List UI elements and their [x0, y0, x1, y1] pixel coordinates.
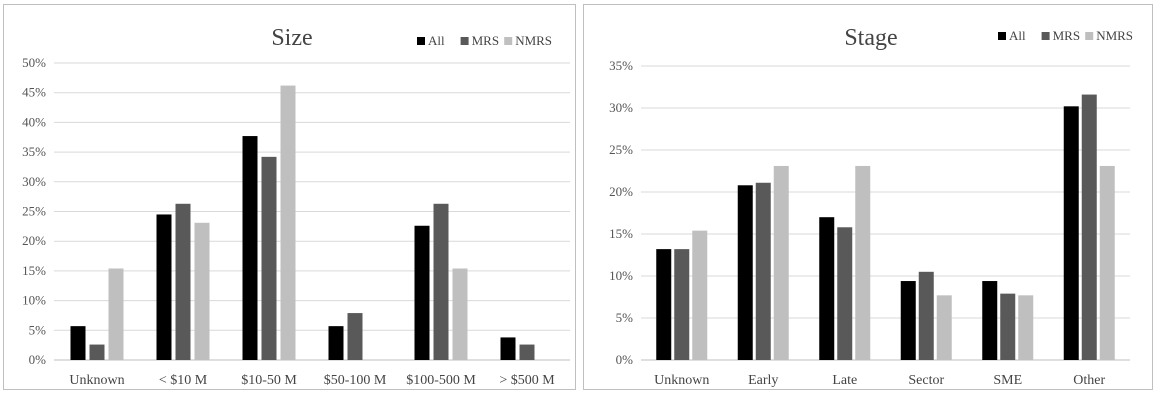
x-category-label: SME	[993, 373, 1022, 388]
y-tick-label: 0%	[616, 352, 634, 367]
x-category-label: Late	[832, 373, 857, 388]
y-tick-label: 45%	[22, 85, 46, 100]
legend-label-mrs: MRS	[1053, 28, 1080, 43]
x-category-label: Unknown	[654, 373, 709, 388]
bar-all	[900, 281, 916, 360]
y-tick-label: 20%	[22, 233, 46, 248]
legend-swatch-mrs	[1041, 32, 1050, 40]
x-category-label: $10-50 M	[241, 373, 297, 388]
size-chart: 0% 5% 10% 15% 20% 25% 30% 35% 40% 45% 50% Size Unkno…	[22, 25, 570, 388]
y-tick-label: 50%	[22, 55, 46, 70]
bar-nmrs	[936, 295, 952, 360]
chart-title: Stage	[844, 25, 897, 51]
bar-all	[819, 217, 835, 360]
x-category-label: < $10 M	[159, 373, 208, 388]
x-category-label: > $500 M	[499, 373, 555, 388]
bar-mrs	[1000, 293, 1016, 360]
y-tick-label: 30%	[22, 174, 46, 189]
y-tick-label: 10%	[609, 268, 633, 283]
y-tick-label: 5%	[29, 322, 47, 337]
y-tick-label: 10%	[22, 293, 46, 308]
bar-mrs	[519, 344, 535, 360]
bar-mrs	[89, 344, 105, 360]
legend-label-all: All	[1009, 28, 1026, 43]
bar-nmrs	[194, 222, 210, 360]
bar-mrs	[433, 203, 449, 360]
y-tick-label: 25%	[609, 142, 633, 157]
legend-label-mrs: MRS	[472, 33, 499, 48]
bar-all	[70, 326, 86, 360]
bar-all	[656, 249, 672, 360]
legend-swatch-mrs	[460, 37, 469, 45]
y-tick-label: 15%	[22, 263, 46, 278]
bar-all	[414, 225, 430, 360]
bar-all	[1063, 106, 1079, 360]
y-tick-label: 35%	[22, 144, 46, 159]
bar-mrs	[261, 156, 277, 360]
legend-label-nmrs: NMRS	[1096, 28, 1133, 43]
bar-mrs	[674, 249, 690, 360]
bar-all	[328, 326, 344, 360]
stage-chart-panel: 0% 5% 10% 15% 20% 25% 30% 35% Stage Unknown Early L…	[583, 4, 1153, 390]
y-tick-label: 35%	[609, 58, 633, 73]
y-tick-label: 15%	[609, 226, 633, 241]
y-tick-label: 30%	[609, 100, 633, 115]
bar-nmrs	[773, 165, 789, 360]
bar-mrs	[837, 227, 853, 360]
bar-all	[242, 136, 258, 360]
y-tick-label: 5%	[616, 310, 634, 325]
x-category-label: Other	[1073, 373, 1105, 388]
x-category-label: Unknown	[69, 373, 124, 388]
bar-nmrs	[692, 230, 708, 360]
bar-nmrs	[108, 268, 124, 360]
stage-chart: 0% 5% 10% 15% 20% 25% 30% 35% Stage Unknown Early L…	[609, 25, 1133, 388]
bar-all	[156, 214, 172, 360]
bar-nmrs	[1018, 295, 1034, 360]
x-category-label: $50-100 M	[324, 373, 387, 388]
bar-nmrs	[855, 165, 871, 360]
bar-mrs	[1081, 94, 1097, 360]
bar-all	[982, 281, 998, 360]
bar-nmrs	[280, 85, 296, 361]
y-tick-label: 0%	[29, 352, 47, 367]
x-category-label: Early	[748, 373, 778, 388]
legend-swatch-all	[417, 37, 425, 45]
bar-nmrs	[452, 268, 468, 360]
legend-swatch-all	[998, 32, 1006, 40]
legend-label-nmrs: NMRS	[515, 33, 552, 48]
y-tick-label: 20%	[609, 184, 633, 199]
legend-swatch-nmrs	[1085, 32, 1094, 40]
size-chart-panel: 0% 5% 10% 15% 20% 25% 30% 35% 40% 45% 50% Size Unkno…	[3, 4, 576, 390]
chart-title: Size	[271, 25, 312, 51]
bar-all	[737, 185, 753, 360]
bar-all	[500, 337, 516, 360]
x-category-label: $100-500 M	[406, 373, 476, 388]
bar-mrs	[175, 203, 191, 360]
bar-mrs	[918, 271, 934, 360]
y-tick-label: 25%	[22, 204, 46, 219]
bar-mrs	[755, 182, 771, 360]
y-tick-label: 40%	[22, 114, 46, 129]
bar-nmrs	[1099, 165, 1115, 360]
x-category-label: Sector	[908, 373, 944, 388]
legend-swatch-nmrs	[504, 37, 513, 45]
bar-mrs	[347, 313, 363, 360]
legend-label-all: All	[428, 33, 445, 48]
